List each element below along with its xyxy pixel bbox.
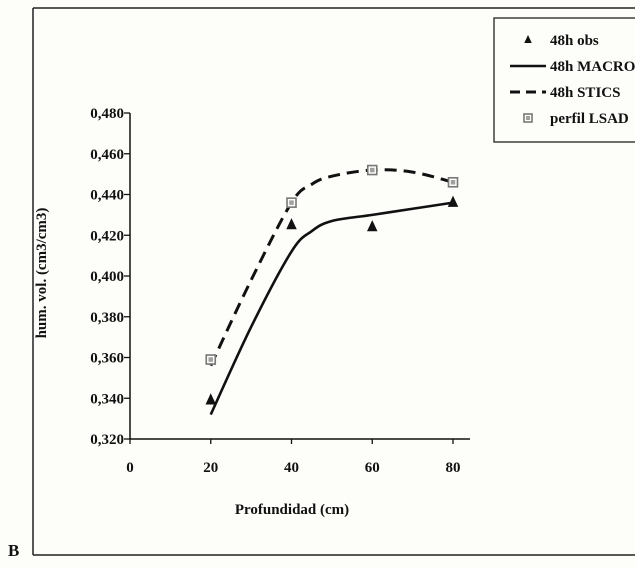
plot-axes — [129, 113, 470, 440]
x-tick-label: 80 — [446, 460, 461, 476]
data-point-lsad-inner — [370, 167, 375, 173]
x-ticks: 0 20 40 60 80 — [126, 439, 461, 476]
data-point-obs — [205, 393, 216, 405]
y-tick-label: 0,340 — [90, 391, 124, 407]
data-point-obs — [286, 218, 297, 230]
series-line-macro — [209, 201, 454, 416]
legend-label: 48h obs — [550, 33, 599, 49]
data-point-lsad-inner — [289, 200, 294, 205]
y-tick-label: 0,360 — [90, 351, 124, 367]
x-tick-label: 40 — [284, 460, 299, 476]
series-48h-macro — [209, 201, 454, 416]
data-point-obs — [367, 220, 378, 232]
series-perfil-lsad — [205, 164, 459, 365]
legend-square-marker-inner — [526, 116, 530, 120]
panel-label: B — [8, 541, 19, 560]
series-48h-stics — [209, 168, 454, 367]
legend-item: 48h STICS — [510, 85, 620, 101]
data-point-lsad-inner — [450, 180, 456, 185]
y-tick-label: 0,440 — [90, 188, 124, 204]
y-ticks: 0,320 0,340 0,360 0,380 0,400 0,420 0,440 0,460… — [90, 106, 130, 448]
x-tick-label: 60 — [365, 460, 380, 476]
data-point-obs — [447, 195, 459, 207]
y-tick-label: 0,480 — [90, 106, 124, 122]
x-tick-label: 20 — [203, 460, 218, 476]
legend-items: 48h obs 48h MACRO 48h STICS perfil LSAD — [510, 33, 635, 127]
legend-item: 48h obs — [524, 33, 599, 49]
series-line-stics — [209, 168, 454, 367]
legend-label: perfil LSAD — [550, 111, 629, 127]
y-tick-label: 0,460 — [90, 147, 124, 163]
y-tick-label: 0,400 — [90, 269, 124, 285]
y-axis-title: hum. vol. (cm3/cm3) — [34, 208, 50, 339]
legend-label: 48h STICS — [550, 85, 620, 101]
x-axis-title: Profundidad (cm) — [235, 502, 349, 518]
y-tick-label: 0,380 — [90, 310, 124, 326]
legend-label: 48h MACRO — [550, 59, 635, 75]
legend-box — [493, 17, 635, 143]
legend: 48h obs 48h MACRO 48h STICS perfil LSAD — [493, 17, 635, 143]
y-tick-label: 0,420 — [90, 228, 124, 244]
y-tick-label: 0,320 — [90, 432, 124, 448]
series-layer — [205, 164, 459, 416]
legend-item: 48h MACRO — [510, 59, 635, 75]
legend-triangle-marker — [524, 35, 532, 43]
legend-item: perfil LSAD — [523, 111, 629, 127]
data-point-lsad-inner — [208, 357, 213, 362]
series-48h-obs — [205, 195, 459, 405]
x-tick-label: 0 — [126, 460, 134, 476]
